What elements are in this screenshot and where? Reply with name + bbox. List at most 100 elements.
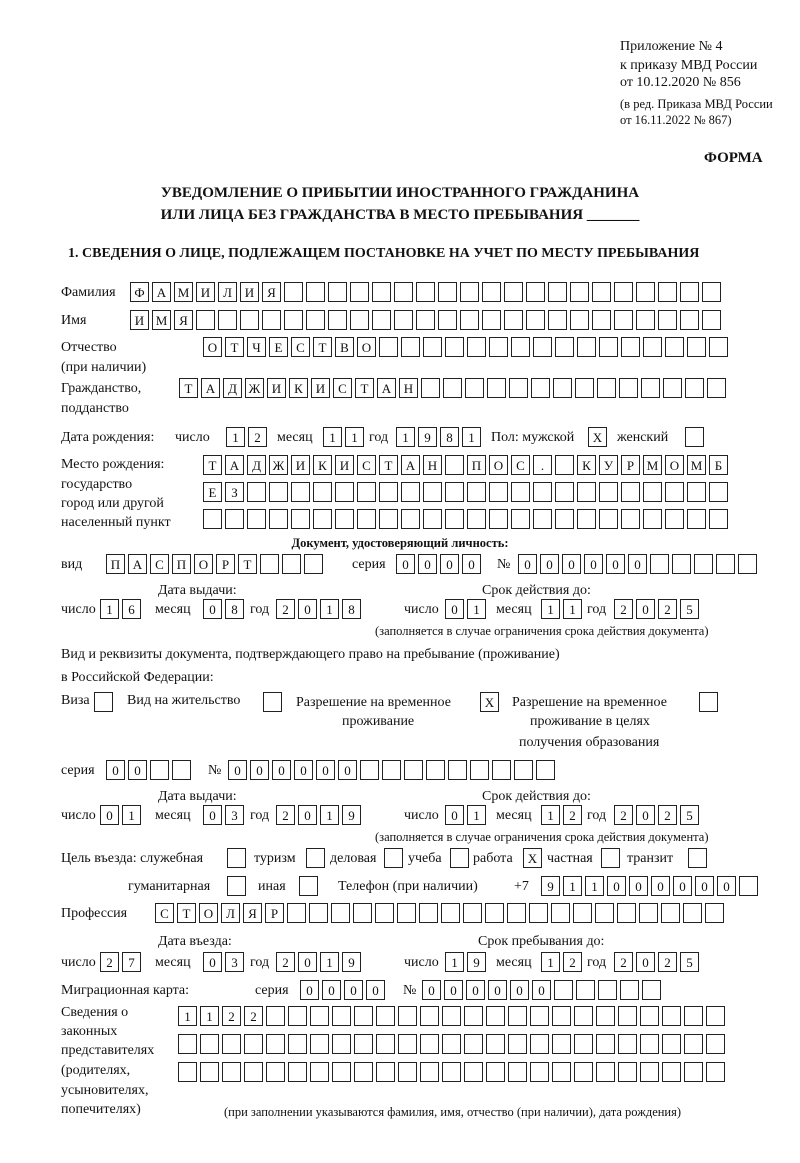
- cell[interactable]: [372, 310, 391, 330]
- sex-female-checkbox[interactable]: [685, 427, 704, 447]
- cell[interactable]: [555, 482, 574, 502]
- cell[interactable]: 1: [100, 599, 119, 619]
- cell[interactable]: [287, 903, 306, 923]
- cell[interactable]: [445, 337, 464, 357]
- cell[interactable]: [621, 337, 640, 357]
- cell[interactable]: [438, 310, 457, 330]
- cell[interactable]: И: [240, 282, 259, 302]
- cell[interactable]: [555, 337, 574, 357]
- cell[interactable]: 0: [466, 980, 485, 1000]
- cell[interactable]: [426, 760, 445, 780]
- purpose-humanitarian-checkbox[interactable]: [227, 876, 246, 896]
- cell[interactable]: А: [377, 378, 396, 398]
- cell[interactable]: [354, 1034, 373, 1054]
- cell[interactable]: М: [687, 455, 706, 475]
- cell[interactable]: [706, 1062, 725, 1082]
- cell[interactable]: Д: [247, 455, 266, 475]
- cell[interactable]: [463, 903, 482, 923]
- cell[interactable]: О: [489, 455, 508, 475]
- cell[interactable]: 2: [100, 952, 119, 972]
- cell[interactable]: А: [152, 282, 171, 302]
- cell[interactable]: [552, 1034, 571, 1054]
- cell[interactable]: [709, 482, 728, 502]
- cell[interactable]: [442, 1006, 461, 1026]
- cell[interactable]: [384, 848, 403, 868]
- cell[interactable]: 0: [673, 876, 692, 896]
- cell[interactable]: С: [333, 378, 352, 398]
- cell[interactable]: [592, 310, 611, 330]
- cell[interactable]: [269, 509, 288, 529]
- purpose-work-checkbox[interactable]: X: [523, 848, 542, 868]
- cell[interactable]: О: [665, 455, 684, 475]
- cell[interactable]: [514, 760, 533, 780]
- cell[interactable]: [551, 903, 570, 923]
- cell[interactable]: 0: [629, 876, 648, 896]
- cell[interactable]: [489, 482, 508, 502]
- cell[interactable]: [662, 1034, 681, 1054]
- cell[interactable]: [350, 282, 369, 302]
- cell[interactable]: [548, 282, 567, 302]
- cell[interactable]: [575, 378, 594, 398]
- cell[interactable]: [570, 310, 589, 330]
- cell[interactable]: 0: [316, 760, 335, 780]
- cell[interactable]: 9: [541, 876, 560, 896]
- cell[interactable]: М: [152, 310, 171, 330]
- cell[interactable]: 0: [250, 760, 269, 780]
- cell[interactable]: [379, 509, 398, 529]
- cell[interactable]: 1: [467, 599, 486, 619]
- cell[interactable]: [492, 760, 511, 780]
- sex-male-checkbox[interactable]: X: [588, 427, 607, 447]
- cell[interactable]: 0: [606, 554, 625, 574]
- cell[interactable]: [599, 337, 618, 357]
- cell[interactable]: [313, 482, 332, 502]
- cell[interactable]: [401, 482, 420, 502]
- cell[interactable]: [617, 903, 636, 923]
- cell[interactable]: Т: [179, 378, 198, 398]
- cell[interactable]: [438, 282, 457, 302]
- cell[interactable]: Я: [174, 310, 193, 330]
- cell[interactable]: 2: [614, 805, 633, 825]
- cell[interactable]: [574, 1034, 593, 1054]
- purpose-official-checkbox[interactable]: [227, 848, 246, 868]
- cell[interactable]: О: [194, 554, 213, 574]
- cell[interactable]: 0: [540, 554, 559, 574]
- cell[interactable]: [299, 876, 318, 896]
- cell[interactable]: 7: [122, 952, 141, 972]
- cell[interactable]: [636, 310, 655, 330]
- cell[interactable]: [328, 310, 347, 330]
- cell[interactable]: Ч: [247, 337, 266, 357]
- cell[interactable]: [375, 903, 394, 923]
- cell[interactable]: И: [130, 310, 149, 330]
- cell[interactable]: [489, 509, 508, 529]
- cell[interactable]: 1: [585, 876, 604, 896]
- cell[interactable]: 2: [276, 805, 295, 825]
- cell[interactable]: О: [203, 337, 222, 357]
- cell[interactable]: [288, 1006, 307, 1026]
- purpose-private-checkbox[interactable]: [601, 848, 620, 868]
- cell[interactable]: [573, 903, 592, 923]
- cell[interactable]: [288, 1034, 307, 1054]
- cell[interactable]: 0: [228, 760, 247, 780]
- cell[interactable]: [394, 282, 413, 302]
- cell[interactable]: [680, 282, 699, 302]
- cell[interactable]: 1: [320, 805, 339, 825]
- cell[interactable]: [332, 1062, 351, 1082]
- cell[interactable]: [504, 282, 523, 302]
- cell[interactable]: [284, 282, 303, 302]
- cell[interactable]: 2: [658, 805, 677, 825]
- cell[interactable]: [640, 1006, 659, 1026]
- cell[interactable]: 0: [106, 760, 125, 780]
